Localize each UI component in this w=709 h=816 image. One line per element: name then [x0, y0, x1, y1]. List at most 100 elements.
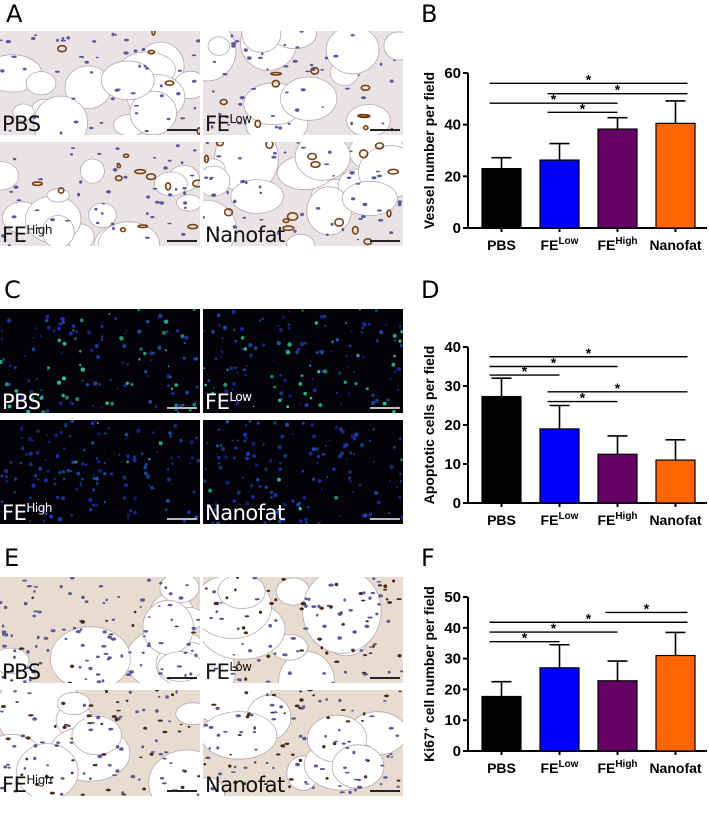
y-tick-label: 20 — [444, 417, 461, 434]
significance-star: * — [580, 100, 586, 116]
micrograph-image — [0, 31, 200, 135]
bar-chart-vessel-number: 0 20 40 60 PBS FELow FEHigh Nanofat * * * * Vessel n… — [410, 40, 709, 270]
scale-bar — [370, 129, 400, 131]
micrograph-image — [203, 420, 403, 524]
x-tick-label: FELow — [541, 236, 579, 253]
bar-fehigh — [597, 453, 638, 504]
scale-bar — [167, 407, 197, 409]
significance-star: * — [586, 71, 592, 87]
micrograph-label: FELow — [205, 660, 252, 683]
x-tick-label: FELow — [541, 511, 579, 528]
significance-star: * — [551, 355, 557, 371]
micrograph-label: PBS — [2, 392, 41, 413]
chart-svg: 0 10 20 30 40 50 PBS FELow FEHigh Nanofat * * * * Ki67… — [421, 586, 707, 776]
y-tick-label: 0 — [453, 743, 461, 760]
bar-pbs — [481, 167, 522, 229]
micrograph-image — [0, 420, 200, 524]
significance-star: * — [615, 380, 621, 396]
micrograph-label: FELow — [205, 390, 252, 413]
micrograph-c-pbs: PBS — [0, 309, 200, 413]
scale-bar — [167, 240, 197, 242]
significance-star: * — [644, 600, 650, 616]
micrograph-label-text: PBS — [2, 660, 41, 683]
y-tick-label: 0 — [453, 220, 461, 237]
x-tick-label: PBS — [487, 760, 516, 776]
x-tick-label: Nanofat — [649, 760, 701, 776]
y-tick-label: 20 — [444, 168, 461, 185]
micrograph-e-fehigh: FEHigh — [0, 690, 200, 796]
micrograph-label-superscript: Low — [229, 112, 252, 126]
micrograph-label-text: FE — [2, 501, 27, 524]
y-axis-label: Apoptotic cells per field — [421, 346, 437, 505]
bar-nanofat — [655, 459, 696, 504]
bar-pbs — [481, 395, 522, 504]
y-tick-label: 10 — [444, 456, 461, 473]
micrograph-image — [203, 31, 403, 135]
x-tick-label: FELow — [541, 759, 579, 776]
x-tick-label: Nanofat — [649, 237, 701, 253]
y-tick-label: 30 — [444, 378, 461, 395]
significance-star: * — [522, 363, 528, 379]
scale-bar — [167, 129, 197, 131]
micrograph-label: FEHigh — [2, 501, 52, 524]
y-axis-label: Ki67+ cell number per field — [421, 586, 437, 762]
significance-star: * — [551, 620, 557, 636]
micrograph-label-text: Nanofat — [205, 223, 285, 246]
micrograph-label-text: PBS — [2, 112, 41, 135]
micrograph-label-superscript: High — [26, 773, 52, 787]
panel-letter-e: E — [4, 544, 20, 572]
bar-chart-ki67-cells: 0 10 20 30 40 50 PBS FELow FEHigh Nanofat * * * * Ki67… — [410, 580, 709, 811]
x-tick-label: FEHigh — [597, 236, 637, 253]
significance-star: * — [586, 345, 592, 361]
micrograph-label-text: Nanofat — [205, 773, 285, 796]
micrograph-label-text: FE — [2, 773, 27, 796]
micrograph-label: Nanofat — [205, 225, 285, 246]
micrograph-label-superscript: High — [26, 501, 52, 515]
x-tick-label: PBS — [487, 512, 516, 528]
micrograph-label-superscript: Low — [229, 390, 252, 404]
micrograph-label: PBS — [2, 114, 41, 135]
scale-bar — [370, 518, 400, 520]
x-tick-label: PBS — [487, 237, 516, 253]
y-tick-label: 50 — [444, 589, 461, 606]
panel-letter-c: C — [4, 276, 21, 304]
scale-bar — [167, 677, 197, 679]
micrograph-image — [203, 142, 403, 246]
micrograph-e-nanofat: Nanofat — [203, 690, 403, 796]
y-tick-label: 10 — [444, 712, 461, 729]
bar-chart-apoptotic-cells: 0 10 20 30 40 PBS FELow FEHigh Nanofat * * * * * Apopt… — [410, 310, 709, 530]
significance-star: * — [551, 91, 557, 107]
panel-letter-d: D — [421, 276, 440, 304]
micrograph-label-superscript: Low — [229, 660, 252, 674]
y-tick-label: 40 — [444, 117, 461, 134]
y-tick-label: 40 — [444, 620, 461, 637]
bar-pbs — [481, 695, 522, 752]
micrograph-image — [203, 690, 403, 796]
micrograph-label: FEHigh — [2, 224, 52, 246]
y-tick-label: 20 — [444, 681, 461, 698]
scale-bar — [167, 790, 197, 792]
bar-felow — [539, 428, 580, 504]
panel-letter-b: B — [421, 0, 438, 28]
significance-star: * — [522, 630, 528, 646]
micrograph-image — [0, 142, 200, 246]
micrograph-label-text: FE — [205, 390, 230, 413]
significance-star: * — [586, 610, 592, 626]
micrograph-a-fehigh: FEHigh — [0, 142, 200, 246]
scale-bar — [370, 790, 400, 792]
scale-bar — [370, 677, 400, 679]
x-tick-label: FEHigh — [597, 511, 637, 528]
bar-nanofat — [655, 122, 696, 229]
y-tick-label: 0 — [453, 495, 461, 512]
micrograph-label: FEHigh — [2, 773, 52, 796]
y-axis-label: Vessel number per field — [421, 72, 437, 229]
micrograph-image — [203, 309, 403, 413]
y-tick-label: 40 — [444, 339, 461, 356]
micrograph-label-text: PBS — [2, 390, 41, 413]
scale-bar — [167, 518, 197, 520]
significance-star: * — [615, 82, 621, 98]
bar-felow — [539, 159, 580, 229]
panel-letter-a: A — [6, 0, 23, 28]
micrograph-image — [203, 577, 403, 683]
